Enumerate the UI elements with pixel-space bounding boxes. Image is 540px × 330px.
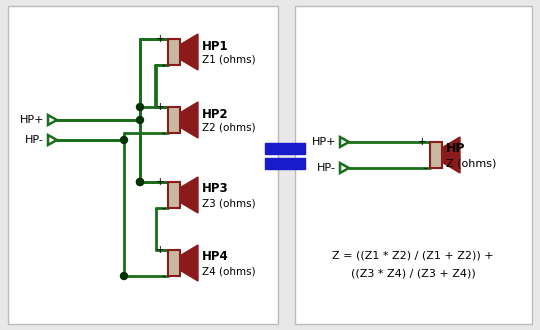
Text: Z2 (ohms): Z2 (ohms) <box>202 123 255 133</box>
Text: +: + <box>418 137 427 147</box>
Polygon shape <box>180 102 198 138</box>
Polygon shape <box>168 39 180 65</box>
Text: HP-: HP- <box>25 135 44 145</box>
Text: HP2: HP2 <box>202 108 228 120</box>
Text: Z (ohms): Z (ohms) <box>446 158 496 168</box>
Text: -: - <box>423 163 427 173</box>
Text: -: - <box>161 271 165 281</box>
Polygon shape <box>180 177 198 213</box>
Polygon shape <box>168 182 180 208</box>
Polygon shape <box>265 143 305 153</box>
Text: -: - <box>161 60 165 70</box>
Circle shape <box>137 179 144 185</box>
Text: -: - <box>161 128 165 138</box>
Polygon shape <box>430 142 442 168</box>
Polygon shape <box>265 157 305 169</box>
Text: Z1 (ohms): Z1 (ohms) <box>202 55 255 65</box>
Text: +: + <box>157 34 165 44</box>
Text: ((Z3 * Z4) / (Z3 + Z4)): ((Z3 * Z4) / (Z3 + Z4)) <box>350 268 475 278</box>
Text: HP-: HP- <box>317 163 336 173</box>
Text: HP: HP <box>446 143 465 155</box>
Text: HP+: HP+ <box>19 115 44 125</box>
Polygon shape <box>180 245 198 281</box>
Text: HP3: HP3 <box>202 182 228 195</box>
Circle shape <box>137 116 144 123</box>
Polygon shape <box>168 250 180 276</box>
Text: HP1: HP1 <box>202 40 228 52</box>
Text: +: + <box>157 177 165 187</box>
Circle shape <box>137 179 144 185</box>
Circle shape <box>120 137 127 144</box>
Polygon shape <box>168 107 180 133</box>
Polygon shape <box>295 6 532 324</box>
Text: HP+: HP+ <box>312 137 336 147</box>
Text: -: - <box>161 203 165 213</box>
Text: +: + <box>157 102 165 112</box>
Circle shape <box>137 104 144 111</box>
Text: Z4 (ohms): Z4 (ohms) <box>202 266 255 276</box>
Text: +: + <box>157 245 165 255</box>
Circle shape <box>120 273 127 280</box>
Text: Z = ((Z1 * Z2) / (Z1 + Z2)) +: Z = ((Z1 * Z2) / (Z1 + Z2)) + <box>332 250 494 260</box>
Text: HP4: HP4 <box>202 250 229 263</box>
Polygon shape <box>8 6 278 324</box>
Polygon shape <box>442 137 460 173</box>
Polygon shape <box>180 34 198 70</box>
Text: Z3 (ohms): Z3 (ohms) <box>202 198 255 208</box>
